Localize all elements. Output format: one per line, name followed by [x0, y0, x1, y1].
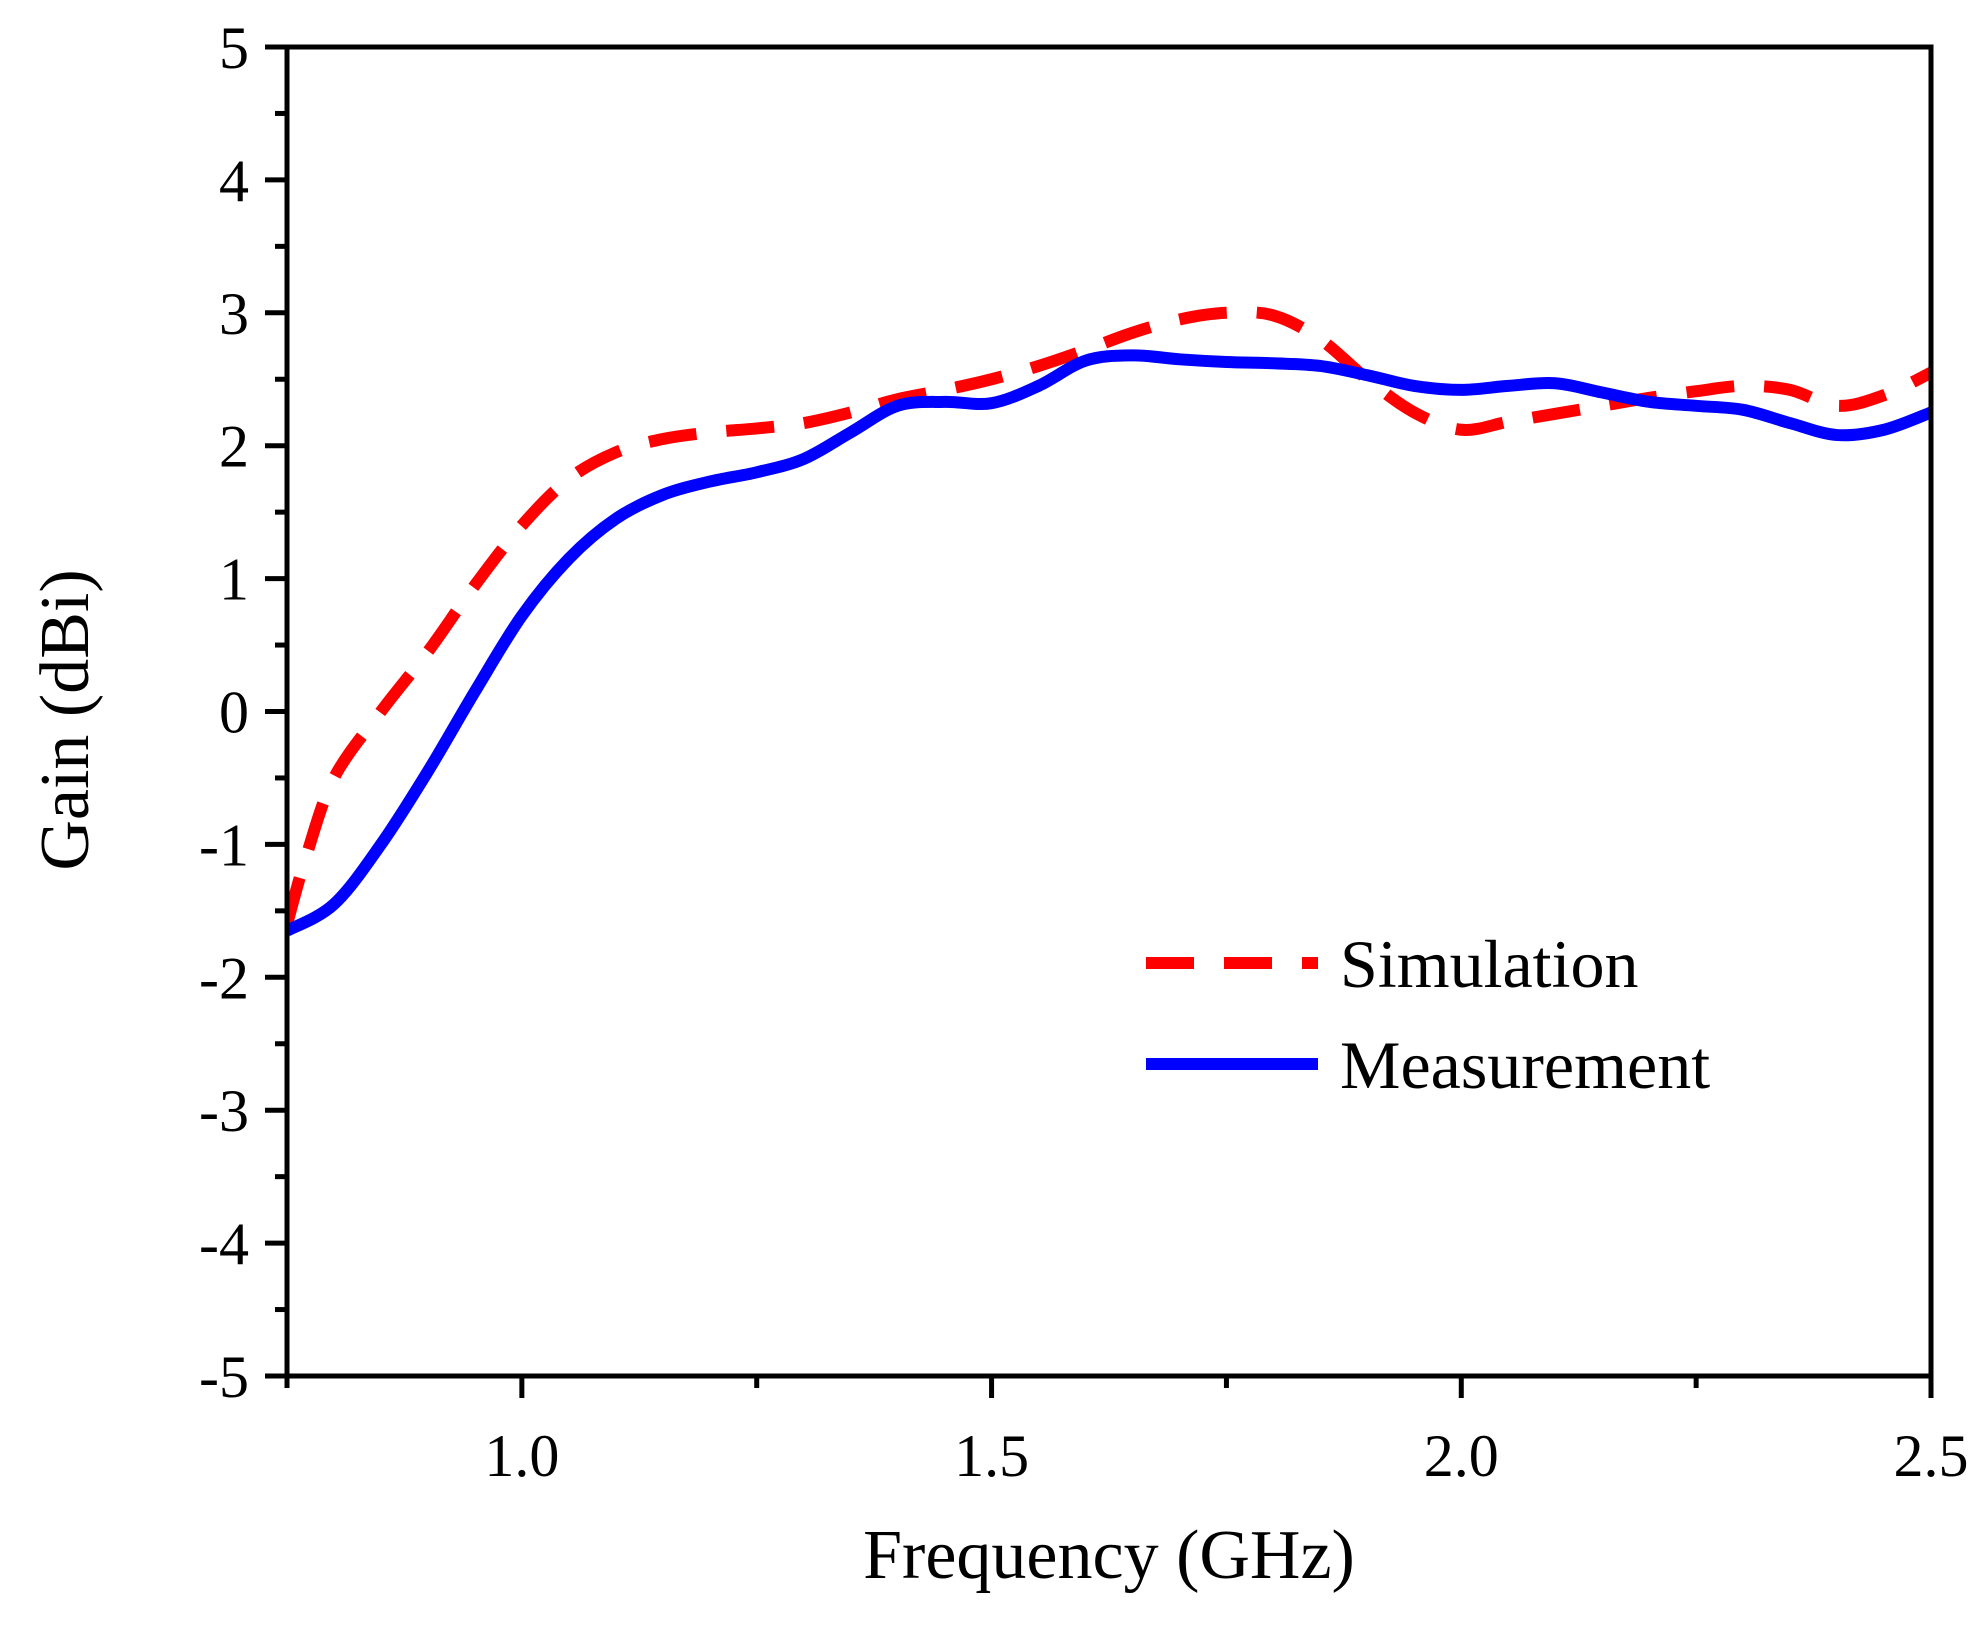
legend-label-simulation: Simulation — [1340, 926, 1638, 1002]
y-tick-label: 1 — [219, 547, 249, 613]
y-tick-label: -2 — [199, 945, 249, 1011]
plot-content — [287, 306, 1931, 937]
y-tick-labels: -5 -4 -3 -2 -1 0 1 2 3 4 5 — [199, 15, 249, 1410]
y-tick-label: 0 — [219, 680, 249, 746]
x-tick-labels: 1.0 1.5 2.0 2.5 — [484, 1423, 1968, 1489]
legend-label-measurement: Measurement — [1340, 1027, 1710, 1103]
series-line-measurement — [287, 349, 1931, 937]
y-tick-label: -3 — [199, 1078, 249, 1144]
y-tick-label: -1 — [199, 812, 249, 878]
legend: Simulation Measurement — [1146, 926, 1710, 1103]
x-tick-label: 2.5 — [1894, 1423, 1969, 1489]
plot-frame — [284, 44, 1934, 1379]
y-tick-label: 4 — [219, 148, 249, 214]
x-axis-title: Frequency (GHz) — [863, 1517, 1355, 1594]
y-tick-label: 3 — [219, 281, 249, 347]
y-tick-label: 2 — [219, 414, 249, 480]
y-axis-title: Gain (dBi) — [27, 569, 104, 870]
x-tick-label: 2.0 — [1424, 1423, 1499, 1489]
y-tick-label: 5 — [219, 15, 249, 81]
y-tick-label: -4 — [199, 1211, 249, 1277]
y-tick-label: -5 — [199, 1344, 249, 1410]
x-tick-label: 1.0 — [484, 1423, 559, 1489]
x-tick-label: 1.5 — [954, 1423, 1029, 1489]
